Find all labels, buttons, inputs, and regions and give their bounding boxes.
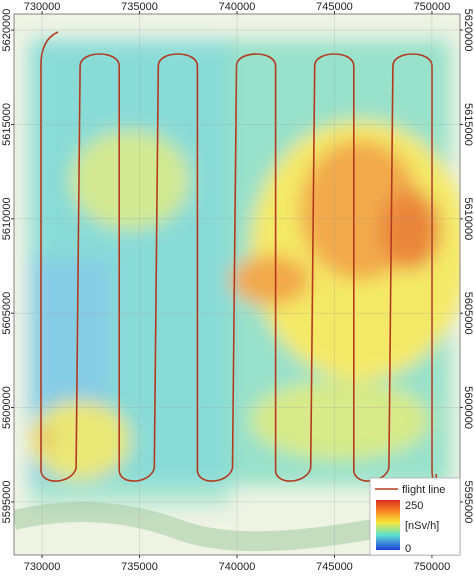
- y-tick-label: 5600000: [462, 386, 474, 429]
- legend-unit: [nSv/h]: [405, 520, 439, 532]
- x-tick-label: 745000: [316, 561, 353, 573]
- x-tick-label: 735000: [121, 1, 158, 13]
- y-tick-label: 5595000: [462, 481, 474, 524]
- map-area: [14, 14, 460, 555]
- dose-rate-layer: [30, 40, 460, 505]
- x-tick-label: 740000: [219, 561, 256, 573]
- flight-lines: [40, 31, 438, 483]
- y-tick-label: 5615000: [462, 103, 474, 146]
- flight-line: [40, 31, 438, 483]
- color-bar: [376, 500, 400, 550]
- x-tick-label: 730000: [24, 561, 61, 573]
- y-tick-label: 5610000: [462, 197, 474, 240]
- y-tick-label: 5610000: [1, 197, 13, 240]
- y-tick-label: 5615000: [1, 103, 13, 146]
- x-tick-label: 745000: [316, 1, 353, 13]
- x-tick-label: 750000: [414, 561, 451, 573]
- legend: flight line 250 [nSv/h] 0: [369, 477, 461, 556]
- legend-min: 0: [405, 543, 411, 555]
- x-tick-label: 730000: [24, 1, 61, 13]
- x-tick-label: 740000: [219, 1, 256, 13]
- legend-max: 250: [405, 500, 423, 512]
- y-tick-label: 5620000: [1, 9, 13, 52]
- x-tick-label: 735000: [121, 561, 158, 573]
- x-tick-label: 750000: [414, 1, 451, 13]
- y-tick-label: 5605000: [1, 292, 13, 335]
- y-tick-label: 5595000: [1, 481, 13, 524]
- legend-line-label: flight line: [402, 484, 445, 496]
- y-tick-label: 5600000: [1, 386, 13, 429]
- y-tick-label: 5605000: [462, 292, 474, 335]
- y-tick-label: 5620000: [462, 9, 474, 52]
